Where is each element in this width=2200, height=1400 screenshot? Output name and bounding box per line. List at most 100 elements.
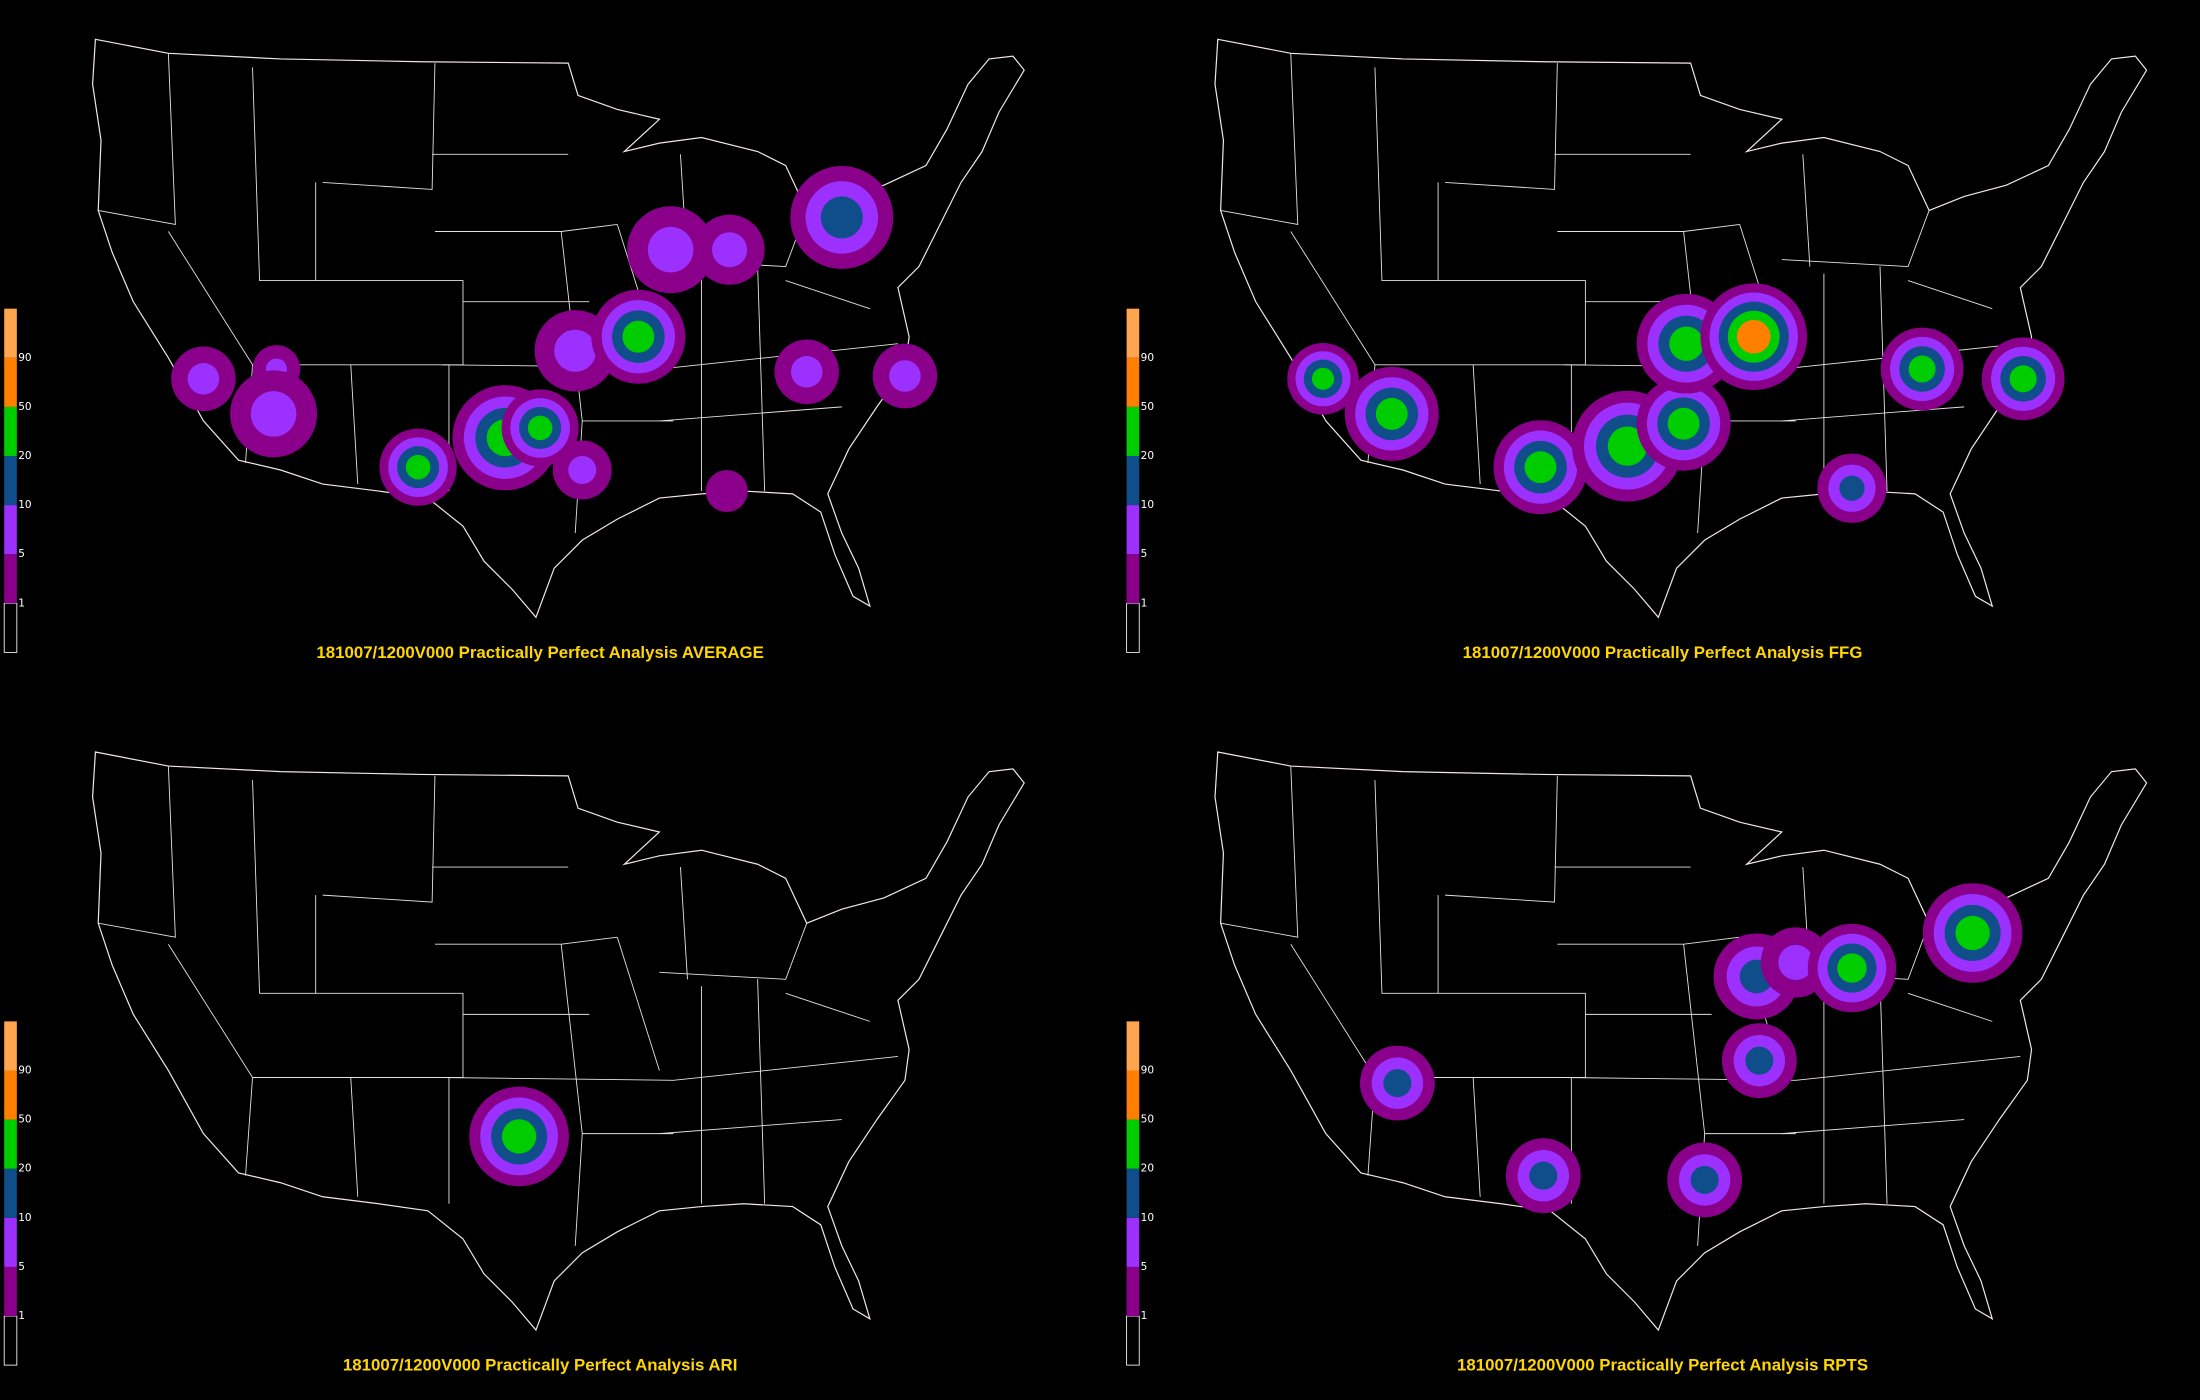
colorbar-swatch xyxy=(1126,1168,1140,1218)
colorbar-label: 10 xyxy=(18,499,31,511)
us-outline xyxy=(93,752,1025,1330)
colorbar-label: 5 xyxy=(18,1261,25,1273)
state-border xyxy=(168,231,252,364)
colorbar-swatch xyxy=(4,308,17,358)
probability-contour xyxy=(705,470,748,513)
state-border xyxy=(617,937,659,1070)
probability-contour xyxy=(1778,944,1814,980)
colorbar-swatch xyxy=(1126,505,1140,555)
map-panel: 1 5 10 20 50 90 181007/1200V000 Practically Pe… xyxy=(1126,752,2147,1375)
state-border xyxy=(323,63,435,189)
state-border xyxy=(758,267,765,491)
state-border xyxy=(1782,1120,1964,1134)
map-panel: 1 5 10 20 50 90 181007/1200V000 Practically Pe… xyxy=(3,39,1025,662)
colorbar-label: 20 xyxy=(18,450,31,462)
state-border xyxy=(98,53,175,224)
colorbar-label: 90 xyxy=(18,352,31,364)
panel-title: 181007/1200V000 Practically Perfect Anal… xyxy=(343,1356,737,1375)
probability-contour xyxy=(250,391,297,437)
state-border xyxy=(1803,154,1810,266)
colorbar-label: 10 xyxy=(1141,1212,1154,1224)
probability-contour xyxy=(1908,355,1936,383)
state-border xyxy=(1473,365,1480,484)
probability-contour xyxy=(2009,365,2037,393)
colorbar-label: 10 xyxy=(1141,499,1154,511)
state-border xyxy=(1473,1078,1480,1197)
state-border xyxy=(1375,895,1585,1077)
state-border xyxy=(1291,231,1375,364)
probability-contour xyxy=(1745,1046,1774,1075)
state-border xyxy=(435,937,617,944)
state-border xyxy=(1564,1056,2020,1080)
state-border xyxy=(168,944,252,1077)
probability-contour xyxy=(1736,319,1771,354)
panel-title: 181007/1200V000 Practically Perfect Anal… xyxy=(1457,1356,1868,1375)
us-outline xyxy=(93,39,1025,617)
state-border xyxy=(98,766,175,937)
probability-contour xyxy=(712,232,748,268)
colorbar-label: 5 xyxy=(1141,548,1148,560)
colorbar-swatch xyxy=(4,505,17,555)
probability-contour xyxy=(647,226,694,273)
probability-contour xyxy=(889,360,921,392)
state-border xyxy=(1782,210,1929,266)
state-border xyxy=(786,993,870,1021)
state-border xyxy=(1908,281,1992,309)
probability-contour xyxy=(1311,367,1335,390)
colorbar-label: 1 xyxy=(1141,597,1148,609)
colorbar-swatch xyxy=(1126,1070,1140,1120)
state-border xyxy=(351,1078,358,1197)
state-border xyxy=(1221,766,1298,937)
colorbar-swatch xyxy=(3,602,18,653)
state-border xyxy=(1557,224,1739,231)
colorbar-label: 5 xyxy=(1141,1261,1148,1273)
state-border xyxy=(253,780,316,993)
state-border xyxy=(1375,182,1585,364)
colorbar-swatch xyxy=(4,455,17,506)
probability-contour xyxy=(187,363,220,395)
probability-contour xyxy=(1383,1069,1412,1098)
probability-contour xyxy=(1607,426,1648,466)
state-border xyxy=(246,1078,253,1176)
colorbar-swatch xyxy=(1126,406,1140,456)
colorbar-label: 90 xyxy=(1141,352,1154,364)
colorbar-label: 20 xyxy=(18,1163,31,1175)
colorbar-label: 10 xyxy=(18,1212,31,1224)
state-border xyxy=(1880,979,1887,1203)
colorbar-swatch xyxy=(1126,1021,1140,1071)
colorbar-swatch xyxy=(1126,1217,1140,1267)
colorbar-label: 90 xyxy=(1141,1064,1154,1076)
state-border xyxy=(1221,53,1298,224)
colorbar-swatch xyxy=(4,1266,17,1317)
probability-contour xyxy=(405,454,431,480)
state-border xyxy=(659,1120,841,1134)
state-border xyxy=(1375,67,1438,280)
colorbar-swatch xyxy=(1126,554,1140,604)
colorbar-label: 1 xyxy=(18,1310,25,1322)
state-border xyxy=(1782,407,1964,421)
probability-contour xyxy=(820,196,863,239)
colorbar-swatch xyxy=(3,1315,18,1366)
colorbar-label: 50 xyxy=(1141,401,1154,413)
state-border xyxy=(253,182,463,364)
probability-contour xyxy=(1524,451,1557,484)
state-border xyxy=(442,1056,898,1080)
state-border xyxy=(758,979,765,1203)
state-border xyxy=(1375,780,1438,993)
probability-contour xyxy=(790,356,823,388)
colorbar-swatch xyxy=(4,1119,17,1169)
colorbar-label: 90 xyxy=(18,1064,31,1076)
probability-contour xyxy=(527,415,553,441)
colorbar-swatch xyxy=(1126,1315,1140,1366)
state-border xyxy=(253,67,316,280)
state-border xyxy=(659,407,841,421)
probability-contour xyxy=(1669,326,1704,361)
probability-contour xyxy=(554,329,597,372)
panel-title: 181007/1200V000 Practically Perfect Anal… xyxy=(1463,643,1863,662)
probability-contour xyxy=(1375,397,1408,430)
colorbar-swatch xyxy=(4,357,17,407)
colorbar-label: 20 xyxy=(1141,450,1154,462)
probability-contour xyxy=(1837,953,1867,983)
